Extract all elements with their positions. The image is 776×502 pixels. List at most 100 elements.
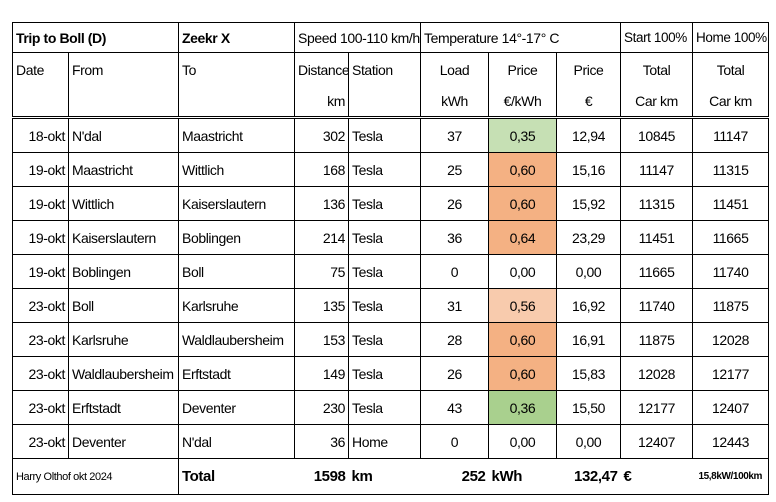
table-cell: Boblingen bbox=[178, 220, 295, 255]
distance-unit: km bbox=[348, 458, 421, 495]
column-unit: Car km bbox=[692, 86, 770, 119]
table-cell: Waldlaubersheim bbox=[178, 322, 295, 357]
column-header-row: Date From To Distance Station Load Price Price T… bbox=[12, 52, 770, 86]
table-cell: 25 bbox=[420, 152, 489, 187]
table-cell: Wittlich bbox=[178, 152, 295, 187]
table-cell: 36 bbox=[420, 220, 489, 255]
table-cell: Wittlich bbox=[68, 186, 179, 221]
table-cell: Deventer bbox=[68, 424, 179, 459]
table-cell: 0,00 bbox=[555, 254, 622, 289]
table-cell: Tesla bbox=[348, 390, 421, 425]
table-cell: 37 bbox=[420, 117, 489, 153]
total-label: Total bbox=[178, 458, 295, 495]
table-cell: 15,83 bbox=[555, 356, 622, 391]
column-unit: Car km bbox=[620, 86, 694, 119]
consumption: 15,8kW/100km bbox=[692, 458, 770, 495]
table-cell: 0,00 bbox=[555, 424, 622, 459]
table-cell: 0,64 bbox=[488, 220, 557, 255]
column-header: To bbox=[178, 52, 295, 86]
table-cell: 0 bbox=[420, 254, 489, 289]
table-cell: Boblingen bbox=[68, 254, 179, 289]
column-header: Distance bbox=[294, 52, 349, 86]
table-cell: 16,92 bbox=[555, 288, 622, 323]
spreadsheet: Trip to Boll (D) Zeekr X Speed 100-110 km/… bbox=[12, 22, 770, 495]
footer-row: Harry Olthof okt 2024 Total 1598 km 252 kWh 13… bbox=[12, 458, 770, 495]
table-cell: 0,60 bbox=[488, 356, 557, 391]
table-cell: 12407 bbox=[692, 390, 770, 425]
table-cell: Boll bbox=[68, 288, 179, 323]
table-cell: 0,35 bbox=[488, 117, 557, 153]
table-cell: 0,60 bbox=[488, 322, 557, 357]
column-unit: kWh bbox=[420, 86, 489, 119]
column-header: Price bbox=[555, 52, 622, 86]
table-cell: 18-okt bbox=[12, 117, 69, 153]
table-cell: Karlsruhe bbox=[68, 322, 179, 357]
table-cell: 230 bbox=[294, 390, 349, 425]
table-cell: 28 bbox=[420, 322, 489, 357]
column-unit bbox=[348, 86, 421, 119]
table-cell: 214 bbox=[294, 220, 349, 255]
table-cell: 19-okt bbox=[12, 220, 69, 255]
table-cell: 12028 bbox=[620, 356, 694, 391]
column-header: Price bbox=[488, 52, 557, 86]
table-cell: Waldlaubersheim bbox=[68, 356, 179, 391]
table-cell: 0,60 bbox=[488, 152, 557, 187]
column-unit bbox=[68, 86, 179, 119]
temperature-info: Temperature 14°-17° C bbox=[419, 22, 622, 53]
table-cell: 11665 bbox=[620, 254, 694, 289]
table-cell: 19-okt bbox=[12, 152, 69, 187]
table-cell: Erftstadt bbox=[178, 356, 295, 391]
column-header: Station bbox=[348, 52, 421, 86]
total-distance: 1598 bbox=[294, 458, 349, 495]
column-unit: km bbox=[294, 86, 349, 119]
table-cell: 23-okt bbox=[12, 356, 69, 391]
table-cell: 15,16 bbox=[555, 152, 622, 187]
trip-row: 23-okt Erftstadt Deventer 230 Tesla 43 0,36 15,… bbox=[12, 390, 770, 425]
table-cell: Kaiserslautern bbox=[68, 220, 179, 255]
table-cell: Karlsruhe bbox=[178, 288, 295, 323]
table-cell: 0,56 bbox=[488, 288, 557, 323]
table-cell: 149 bbox=[294, 356, 349, 391]
table-cell: 11875 bbox=[620, 322, 694, 357]
trip-row: 19-okt Kaiserslautern Boblingen 214 Tesla 36 0… bbox=[12, 220, 770, 255]
table-cell: Tesla bbox=[348, 322, 421, 357]
table-cell: Kaiserslautern bbox=[178, 186, 295, 221]
trip-row: 19-okt Maastricht Wittlich 168 Tesla 25 0,60 15… bbox=[12, 152, 770, 187]
column-header: Total bbox=[692, 52, 770, 86]
table-cell: 75 bbox=[294, 254, 349, 289]
table-cell: 11451 bbox=[620, 220, 694, 255]
table-cell: 23-okt bbox=[12, 288, 69, 323]
table-cell: Tesla bbox=[348, 356, 421, 391]
table-cell: 36 bbox=[294, 424, 349, 459]
table-cell: 11740 bbox=[692, 254, 770, 289]
table-cell: 11147 bbox=[692, 117, 770, 153]
table-cell: Maastricht bbox=[68, 152, 179, 187]
table-cell: 31 bbox=[420, 288, 489, 323]
table-cell: 23,29 bbox=[555, 220, 622, 255]
table-cell: 12177 bbox=[692, 356, 770, 391]
table-cell: 23-okt bbox=[12, 424, 69, 459]
table-cell: 12177 bbox=[620, 390, 694, 425]
table-cell: 11315 bbox=[620, 186, 694, 221]
column-header: From bbox=[68, 52, 179, 86]
currency: € bbox=[620, 458, 693, 495]
table-cell: N'dal bbox=[178, 424, 295, 459]
home-charge: Home 100% bbox=[692, 22, 770, 53]
table-cell: 11315 bbox=[692, 152, 770, 187]
table-cell: 0,36 bbox=[488, 390, 557, 425]
table-cell: 12443 bbox=[692, 424, 770, 459]
trip-row: 19-okt Wittlich Kaiserslautern 136 Tesla 26 0,… bbox=[12, 186, 770, 221]
table-cell: 23-okt bbox=[12, 322, 69, 357]
table-cell: Boll bbox=[178, 254, 295, 289]
table-cell: 11875 bbox=[692, 288, 770, 323]
column-unit bbox=[12, 86, 69, 119]
table-cell: 136 bbox=[294, 186, 349, 221]
table-cell: Tesla bbox=[348, 186, 421, 221]
table-cell: 11451 bbox=[692, 186, 770, 221]
start-charge: Start 100% bbox=[620, 22, 694, 53]
table-cell: Erftstadt bbox=[68, 390, 179, 425]
table-cell: 15,92 bbox=[555, 186, 622, 221]
trip-row: 19-okt Boblingen Boll 75 Tesla 0 0,00 0,00 11665… bbox=[12, 254, 770, 289]
speed-info: Speed 100-110 km/h bbox=[294, 22, 421, 53]
